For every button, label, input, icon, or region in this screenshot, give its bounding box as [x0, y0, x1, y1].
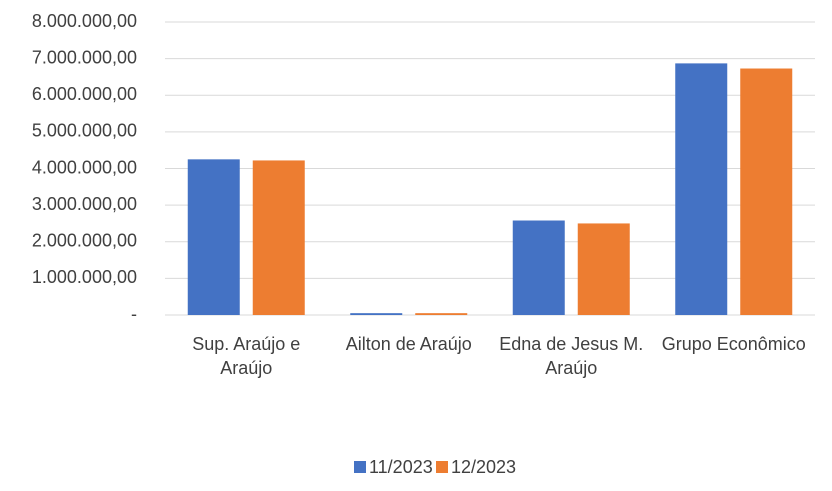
- x-tick-label: Grupo Econômico: [661, 334, 806, 354]
- y-tick-label: 6.000.000,00: [32, 84, 137, 104]
- y-tick-label: 4.000.000,00: [32, 157, 137, 177]
- bar: [675, 63, 728, 316]
- bar: [512, 220, 565, 315]
- bar: [187, 159, 240, 315]
- y-tick-label: 1.000.000,00: [32, 267, 137, 287]
- x-tick-label: Edna de Jesus M. Araújo: [499, 334, 644, 378]
- x-tick-label: Ailton de Araújo: [345, 334, 472, 354]
- y-tick-label: 3.000.000,00: [32, 194, 137, 214]
- bar: [252, 160, 305, 315]
- legend-swatch: [436, 461, 448, 473]
- bar: [740, 68, 793, 315]
- y-tick-label: 5.000.000,00: [32, 121, 137, 141]
- bar: [350, 313, 403, 315]
- y-tick-label: 8.000.000,00: [32, 11, 137, 31]
- legend-swatch: [354, 461, 366, 473]
- y-tick-label: -: [131, 304, 137, 324]
- legend-label: 11/2023: [369, 457, 433, 477]
- y-tick-label: 7.000.000,00: [32, 47, 137, 67]
- bar: [577, 223, 630, 315]
- x-tick-label: Sup. Araújo e Araújo: [192, 334, 301, 378]
- bar: [415, 313, 468, 315]
- legend-label: 12/2023: [451, 457, 516, 477]
- y-tick-label: 2.000.000,00: [32, 231, 137, 251]
